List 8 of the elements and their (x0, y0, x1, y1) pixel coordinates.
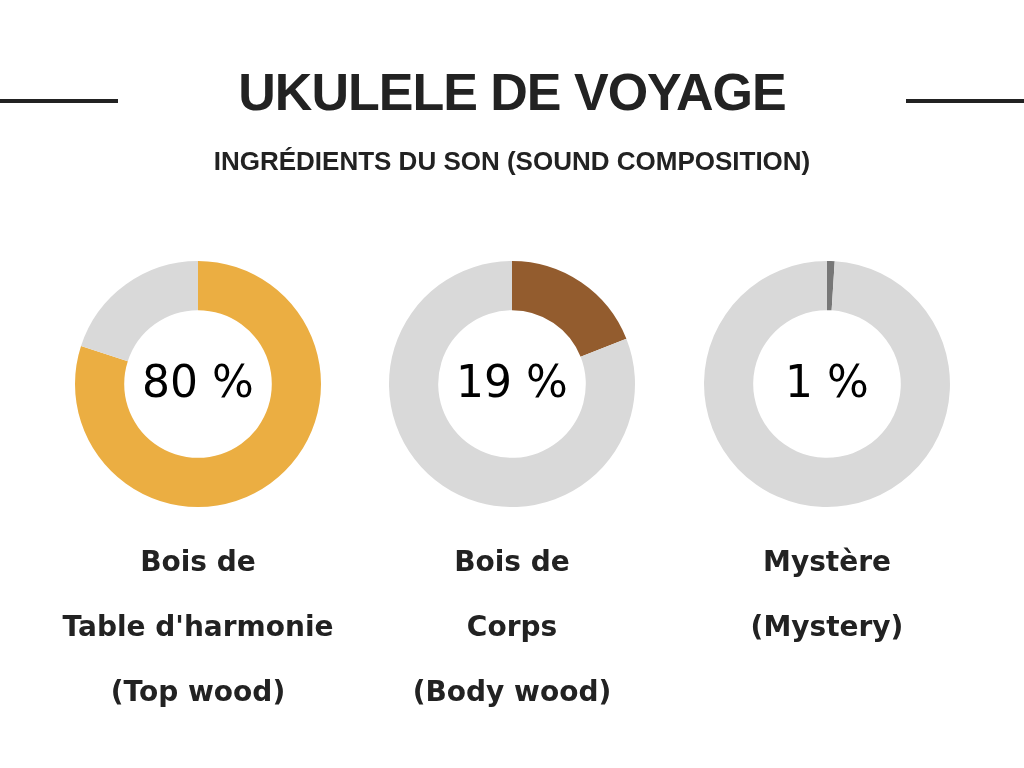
text: UKULELE DE VOYAGE (237, 62, 787, 122)
text: Bois de Table d'harmonie (Top wood) (61, 544, 335, 710)
data-label: 80 % (142, 356, 254, 408)
text: Mystère (Mystery) (749, 544, 905, 645)
data-label: 1 % (785, 356, 869, 408)
text: INGRÉDIENTS DU SON (SOUND COMPOSITION) (212, 146, 812, 177)
text: Bois de Corps (Body wood) (411, 544, 613, 710)
data-label: 19 % (456, 356, 568, 408)
